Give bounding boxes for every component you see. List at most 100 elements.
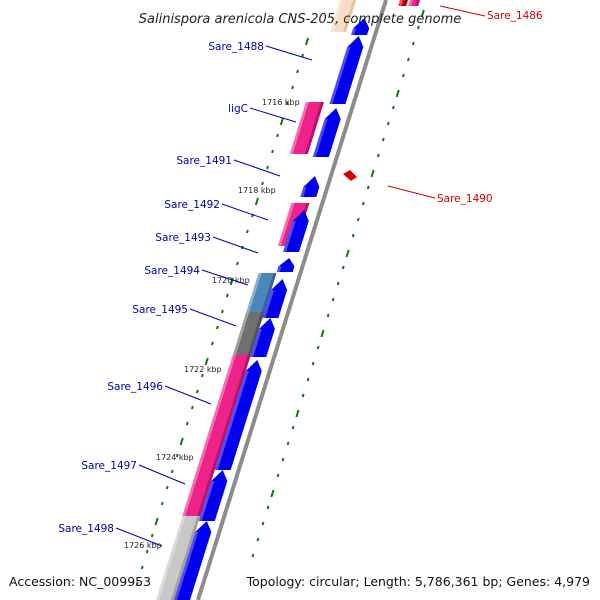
cds-sare-1495a-arrow: [262, 279, 288, 318]
outer-tick-track-tick: [154, 517, 159, 526]
inner-tick-track-tick: [336, 281, 340, 286]
outer-tick-track-tick: [135, 581, 139, 586]
gene-leader-line: [233, 159, 281, 177]
gene-leader-line: [221, 203, 269, 221]
gene-label-sare-1498[interactable]: Sare_1498: [58, 523, 114, 535]
inner-tick-track-tick: [286, 441, 290, 446]
accession-text: Accession: NC_009953: [9, 574, 151, 589]
cds-sare-1491-arrow: [300, 176, 320, 197]
inner-tick-track-tick: [266, 505, 270, 510]
cds-sare-1498-arrow: [174, 521, 212, 600]
feature-track: [156, 0, 421, 600]
inner-tick-track-tick: [370, 169, 375, 178]
cds-sare-1497-arrow: [198, 470, 228, 521]
inner-tick-track-tick: [366, 185, 370, 190]
inner-tick-track-tick: [276, 473, 280, 478]
inner-tick-track-tick: [406, 57, 410, 62]
inner-tick-track-tick: [416, 25, 420, 30]
ligC-pink-block: [289, 102, 324, 154]
gene-label-sare-1490[interactable]: Sare_1490: [437, 193, 493, 205]
gene-leader-line: [249, 107, 297, 123]
inner-tick-track-tick: [331, 297, 335, 302]
outer-tick-track-tick: [254, 197, 259, 206]
inner-tick-track-tick: [295, 409, 300, 418]
gene-label-sare-1491[interactable]: Sare_1491: [176, 155, 232, 167]
kbp-label: 1720 kbp: [212, 276, 250, 285]
outer-tick-track-tick: [165, 485, 169, 490]
sare-1495-gray-block: [232, 312, 265, 355]
outer-tick-track-tick: [304, 37, 310, 46]
outer-tick-track-tick: [291, 85, 295, 90]
inner-tick-track-tick: [320, 329, 325, 338]
inner-tick-track-tick: [351, 233, 355, 238]
cds-sare-1496-arrow: [214, 360, 262, 470]
gene-leader-line: [164, 385, 212, 405]
cds-sare-1494-arrow: [276, 258, 295, 272]
inner-tick-track-tick: [345, 249, 350, 258]
sare-1498-gray-block: [156, 516, 201, 600]
inner-tick-track-tick: [270, 489, 275, 498]
gene-label-sare-1486[interactable]: Sare_1486: [487, 10, 543, 22]
outer-tick-track-tick: [160, 501, 164, 506]
inner-tick-track-tick: [291, 425, 295, 430]
outer-tick-track-tick: [175, 453, 179, 458]
outer-tick-track-tick: [215, 325, 219, 330]
outer-tick-track-tick: [266, 165, 269, 170]
inner-tick-track-tick: [261, 521, 265, 526]
inner-tick-track-tick: [356, 217, 360, 222]
cds-top-arrow: [351, 18, 370, 35]
cds-sare-1488-arrow: [329, 36, 364, 104]
gene-labels: Sare_1486 Sare_1488 ligC Sare_1491 Sare_1490…: [58, 5, 543, 547]
inner-tick-track-tick: [391, 105, 395, 110]
outer-tick-track-tick: [200, 373, 204, 378]
gene-label-sare-1497[interactable]: Sare_1497: [81, 460, 137, 472]
gene-label-sare-1488[interactable]: Sare_1488: [208, 41, 264, 53]
inner-tick-track-tick: [401, 73, 405, 78]
outer-tick-track-tick: [195, 389, 199, 394]
kbp-label: 1726 kbp: [124, 541, 162, 550]
gene-label-sare-1494[interactable]: Sare_1494: [144, 265, 200, 277]
outer-tick-track-tick: [236, 261, 239, 266]
outer-tick-track-tick: [220, 309, 224, 314]
kbp-labels: 1716 kbp 1718 kbp 1720 kbp 1722 kbp 1724 kbp…: [124, 98, 300, 550]
cds-sare-1490-arrow: [343, 170, 357, 181]
gene-label-ligc[interactable]: ligC: [228, 103, 248, 115]
outer-tick-track-tick: [210, 341, 214, 346]
kbp-label: 1724 kbp: [156, 453, 194, 462]
gene-leader-line: [201, 269, 249, 286]
inner-tick-track-tick: [281, 457, 285, 462]
outer-tick-track-tick: [170, 469, 174, 474]
inner-tick-track-tick: [256, 537, 260, 542]
inner-tick-track-tick: [395, 89, 400, 98]
kbp-label: 1718 kbp: [238, 186, 276, 195]
outer-tick-track-tick: [246, 229, 249, 234]
sare-1496-pink-block: [182, 355, 251, 516]
stats-text: Topology: circular; Length: 5,786,361 bp…: [246, 574, 590, 589]
map-title: Salinispora arenicola CNS-205, complete …: [139, 12, 461, 27]
inner-tick-track-tick: [251, 553, 255, 558]
gene-leader-line: [265, 45, 313, 61]
outer-tick-track-tick: [150, 533, 154, 538]
gene-label-sare-1495[interactable]: Sare_1495: [132, 304, 188, 316]
inner-tick-track-tick: [306, 377, 310, 382]
outer-tick-track-tick: [279, 117, 284, 126]
gene-leader-line: [439, 5, 486, 17]
gene-label-sare-1493[interactable]: Sare_1493: [155, 232, 211, 244]
gene-leader-line: [115, 527, 163, 547]
gene-label-sare-1492[interactable]: Sare_1492: [164, 199, 220, 211]
outer-tick-track-tick: [140, 565, 144, 570]
inner-tick-track-tick: [411, 41, 415, 46]
inner-tick-track-tick: [326, 313, 330, 318]
outer-tick-track-tick: [271, 149, 274, 154]
outer-tick-track-tick: [276, 133, 279, 138]
inner-tick-track-tick: [301, 393, 305, 398]
gene-leader-line: [138, 464, 186, 485]
inner-tick-track-tick: [311, 361, 315, 366]
outer-tick-track-tick: [286, 101, 289, 106]
inner-tick-track-tick: [386, 121, 390, 126]
inner-tick-track-tick: [341, 265, 345, 270]
sare-1495-blue-block: [246, 273, 277, 312]
kbp-label: 1716 kbp: [262, 98, 300, 107]
gene-label-sare-1496[interactable]: Sare_1496: [107, 381, 163, 393]
